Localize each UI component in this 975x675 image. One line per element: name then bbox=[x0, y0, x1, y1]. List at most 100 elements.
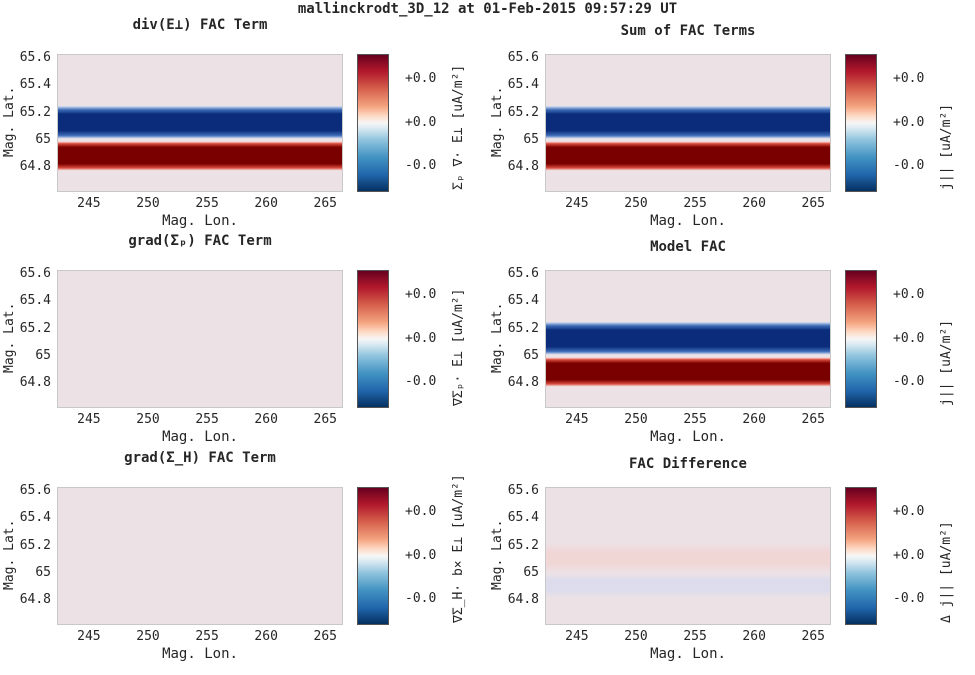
y-tick-label: 65 bbox=[35, 565, 51, 581]
chart-title: FAC Difference bbox=[628, 456, 747, 472]
x-axis-label: Mag. Lon. bbox=[650, 213, 726, 229]
x-tick-label: 250 bbox=[136, 629, 160, 644]
x-tick-label: 260 bbox=[742, 629, 766, 644]
positive-current-band bbox=[545, 141, 831, 171]
heatmap-svg bbox=[545, 54, 831, 192]
colorbar-tick-label: +0.0 bbox=[893, 70, 925, 86]
heatmap-plot bbox=[545, 487, 831, 625]
y-tick-label: 65.2 bbox=[19, 104, 51, 120]
colorbar-label: j|| [uA/m²] bbox=[939, 319, 954, 406]
colorbar-tick-label: +0.0 bbox=[405, 331, 437, 346]
y-tick-label: 65 bbox=[35, 132, 51, 148]
colorbar bbox=[845, 487, 877, 625]
y-tick-label: 64.8 bbox=[19, 375, 51, 391]
y-tick-label: 65.4 bbox=[507, 77, 539, 93]
x-axis-label: Mag. Lon. bbox=[650, 429, 726, 445]
heatmap-plot bbox=[545, 270, 831, 408]
colorbar-tick-label: -0.0 bbox=[893, 157, 925, 173]
x-axis-label: Mag. Lon. bbox=[162, 213, 238, 229]
heatmap-plot bbox=[57, 54, 343, 192]
y-tick-label: 65.4 bbox=[19, 510, 51, 526]
y-tick-label: 65.4 bbox=[507, 510, 539, 526]
x-tick-label: 250 bbox=[624, 196, 648, 211]
negative-current-band bbox=[57, 105, 343, 139]
x-tick-label: 245 bbox=[77, 196, 101, 211]
heatmap-svg bbox=[57, 487, 343, 625]
x-tick-label: 265 bbox=[313, 196, 337, 211]
chart-panel: Model FAC 65.6 65.4 65.2 65 64.8 245 250 255 260 2… bbox=[488, 238, 968, 453]
y-tick-label: 65.4 bbox=[507, 293, 539, 309]
colorbar-label: Δ j|| [uA/m²] bbox=[939, 521, 954, 623]
y-tick-label: 65 bbox=[523, 565, 539, 581]
colorbar-tick-label: +0.0 bbox=[405, 115, 437, 130]
y-axis-label: Mag. Lat. bbox=[2, 86, 17, 157]
y-tick-label: 65.2 bbox=[507, 537, 539, 553]
y-tick-label: 65.6 bbox=[507, 483, 539, 499]
colorbar bbox=[845, 54, 877, 192]
colorbar-tick-label: +0.0 bbox=[893, 115, 925, 130]
y-tick-label: 64.8 bbox=[19, 592, 51, 608]
y-tick-label: 64.8 bbox=[507, 159, 539, 175]
y-tick-label: 65.4 bbox=[19, 293, 51, 309]
y-tick-label: 65.6 bbox=[19, 483, 51, 499]
chart-panel: grad(Σₚ) FAC Term 65.6 65.4 65.2 65 64.8 245 25… bbox=[0, 233, 480, 453]
x-tick-label: 255 bbox=[195, 412, 219, 427]
y-tick-label: 65.2 bbox=[19, 537, 51, 553]
heatmap-background bbox=[57, 487, 343, 625]
x-tick-label: 265 bbox=[313, 412, 337, 427]
y-tick-label: 65.2 bbox=[507, 104, 539, 120]
x-tick-label: 260 bbox=[742, 196, 766, 211]
y-tick-label: 65.6 bbox=[507, 266, 539, 282]
chart-title: grad(Σₚ) FAC Term bbox=[128, 233, 272, 249]
chart-title: Model FAC bbox=[650, 239, 726, 255]
heatmap-svg bbox=[57, 54, 343, 192]
x-tick-label: 245 bbox=[77, 412, 101, 427]
colorbar-tick-label: -0.0 bbox=[405, 373, 437, 389]
y-tick-label: 64.8 bbox=[19, 159, 51, 175]
heatmap-background bbox=[57, 270, 343, 408]
x-tick-label: 250 bbox=[136, 412, 160, 427]
x-tick-label: 265 bbox=[801, 412, 825, 427]
y-tick-label: 65.6 bbox=[19, 50, 51, 66]
colorbar-label: ∇Σₚ· E⊥ [uA/m²] bbox=[451, 288, 466, 406]
y-tick-label: 65 bbox=[523, 348, 539, 364]
x-tick-label: 255 bbox=[683, 196, 707, 211]
positive-current-band bbox=[545, 357, 831, 387]
x-tick-label: 245 bbox=[565, 629, 589, 644]
y-axis-label: Mag. Lat. bbox=[490, 86, 505, 157]
negative-current-band bbox=[545, 321, 831, 355]
colorbar bbox=[357, 487, 389, 625]
x-tick-label: 245 bbox=[565, 196, 589, 211]
x-tick-label: 260 bbox=[742, 412, 766, 427]
colorbar bbox=[845, 270, 877, 408]
colorbar-tick-label: +0.0 bbox=[405, 70, 437, 86]
colorbar-label: j|| [uA/m²] bbox=[939, 103, 954, 190]
colorbar-tick-label: +0.0 bbox=[405, 286, 437, 302]
chart-title: Sum of FAC Terms bbox=[620, 23, 756, 39]
negative-current-band bbox=[545, 573, 831, 598]
chart-panel: FAC Difference 65.6 65.4 65.2 65 64.8 245 250 25… bbox=[488, 455, 968, 670]
x-tick-label: 265 bbox=[801, 629, 825, 644]
colorbar-tick-label: +0.0 bbox=[893, 503, 925, 519]
y-axis-label: Mag. Lat. bbox=[490, 302, 505, 373]
x-tick-label: 260 bbox=[254, 629, 278, 644]
x-tick-label: 255 bbox=[195, 629, 219, 644]
x-tick-label: 255 bbox=[683, 412, 707, 427]
colorbar-tick-label: -0.0 bbox=[893, 373, 925, 389]
y-tick-label: 65.4 bbox=[19, 77, 51, 93]
heatmap-svg bbox=[57, 270, 343, 408]
y-tick-label: 65 bbox=[35, 348, 51, 364]
negative-current-band bbox=[545, 105, 831, 139]
x-tick-label: 265 bbox=[801, 196, 825, 211]
chart-panel: grad(Σ_H) FAC Term 65.6 65.4 65.2 65 64.8 245 2… bbox=[0, 450, 480, 670]
heatmap-plot bbox=[57, 270, 343, 408]
colorbar-tick-label: +0.0 bbox=[893, 286, 925, 302]
x-tick-label: 250 bbox=[624, 412, 648, 427]
colorbar-tick-label: -0.0 bbox=[893, 590, 925, 606]
y-axis-label: Mag. Lat. bbox=[2, 519, 17, 590]
colorbar-tick-label: -0.0 bbox=[405, 590, 437, 606]
y-axis-label: Mag. Lat. bbox=[2, 302, 17, 373]
y-tick-label: 64.8 bbox=[507, 375, 539, 391]
x-tick-label: 260 bbox=[254, 412, 278, 427]
y-tick-label: 65 bbox=[523, 132, 539, 148]
